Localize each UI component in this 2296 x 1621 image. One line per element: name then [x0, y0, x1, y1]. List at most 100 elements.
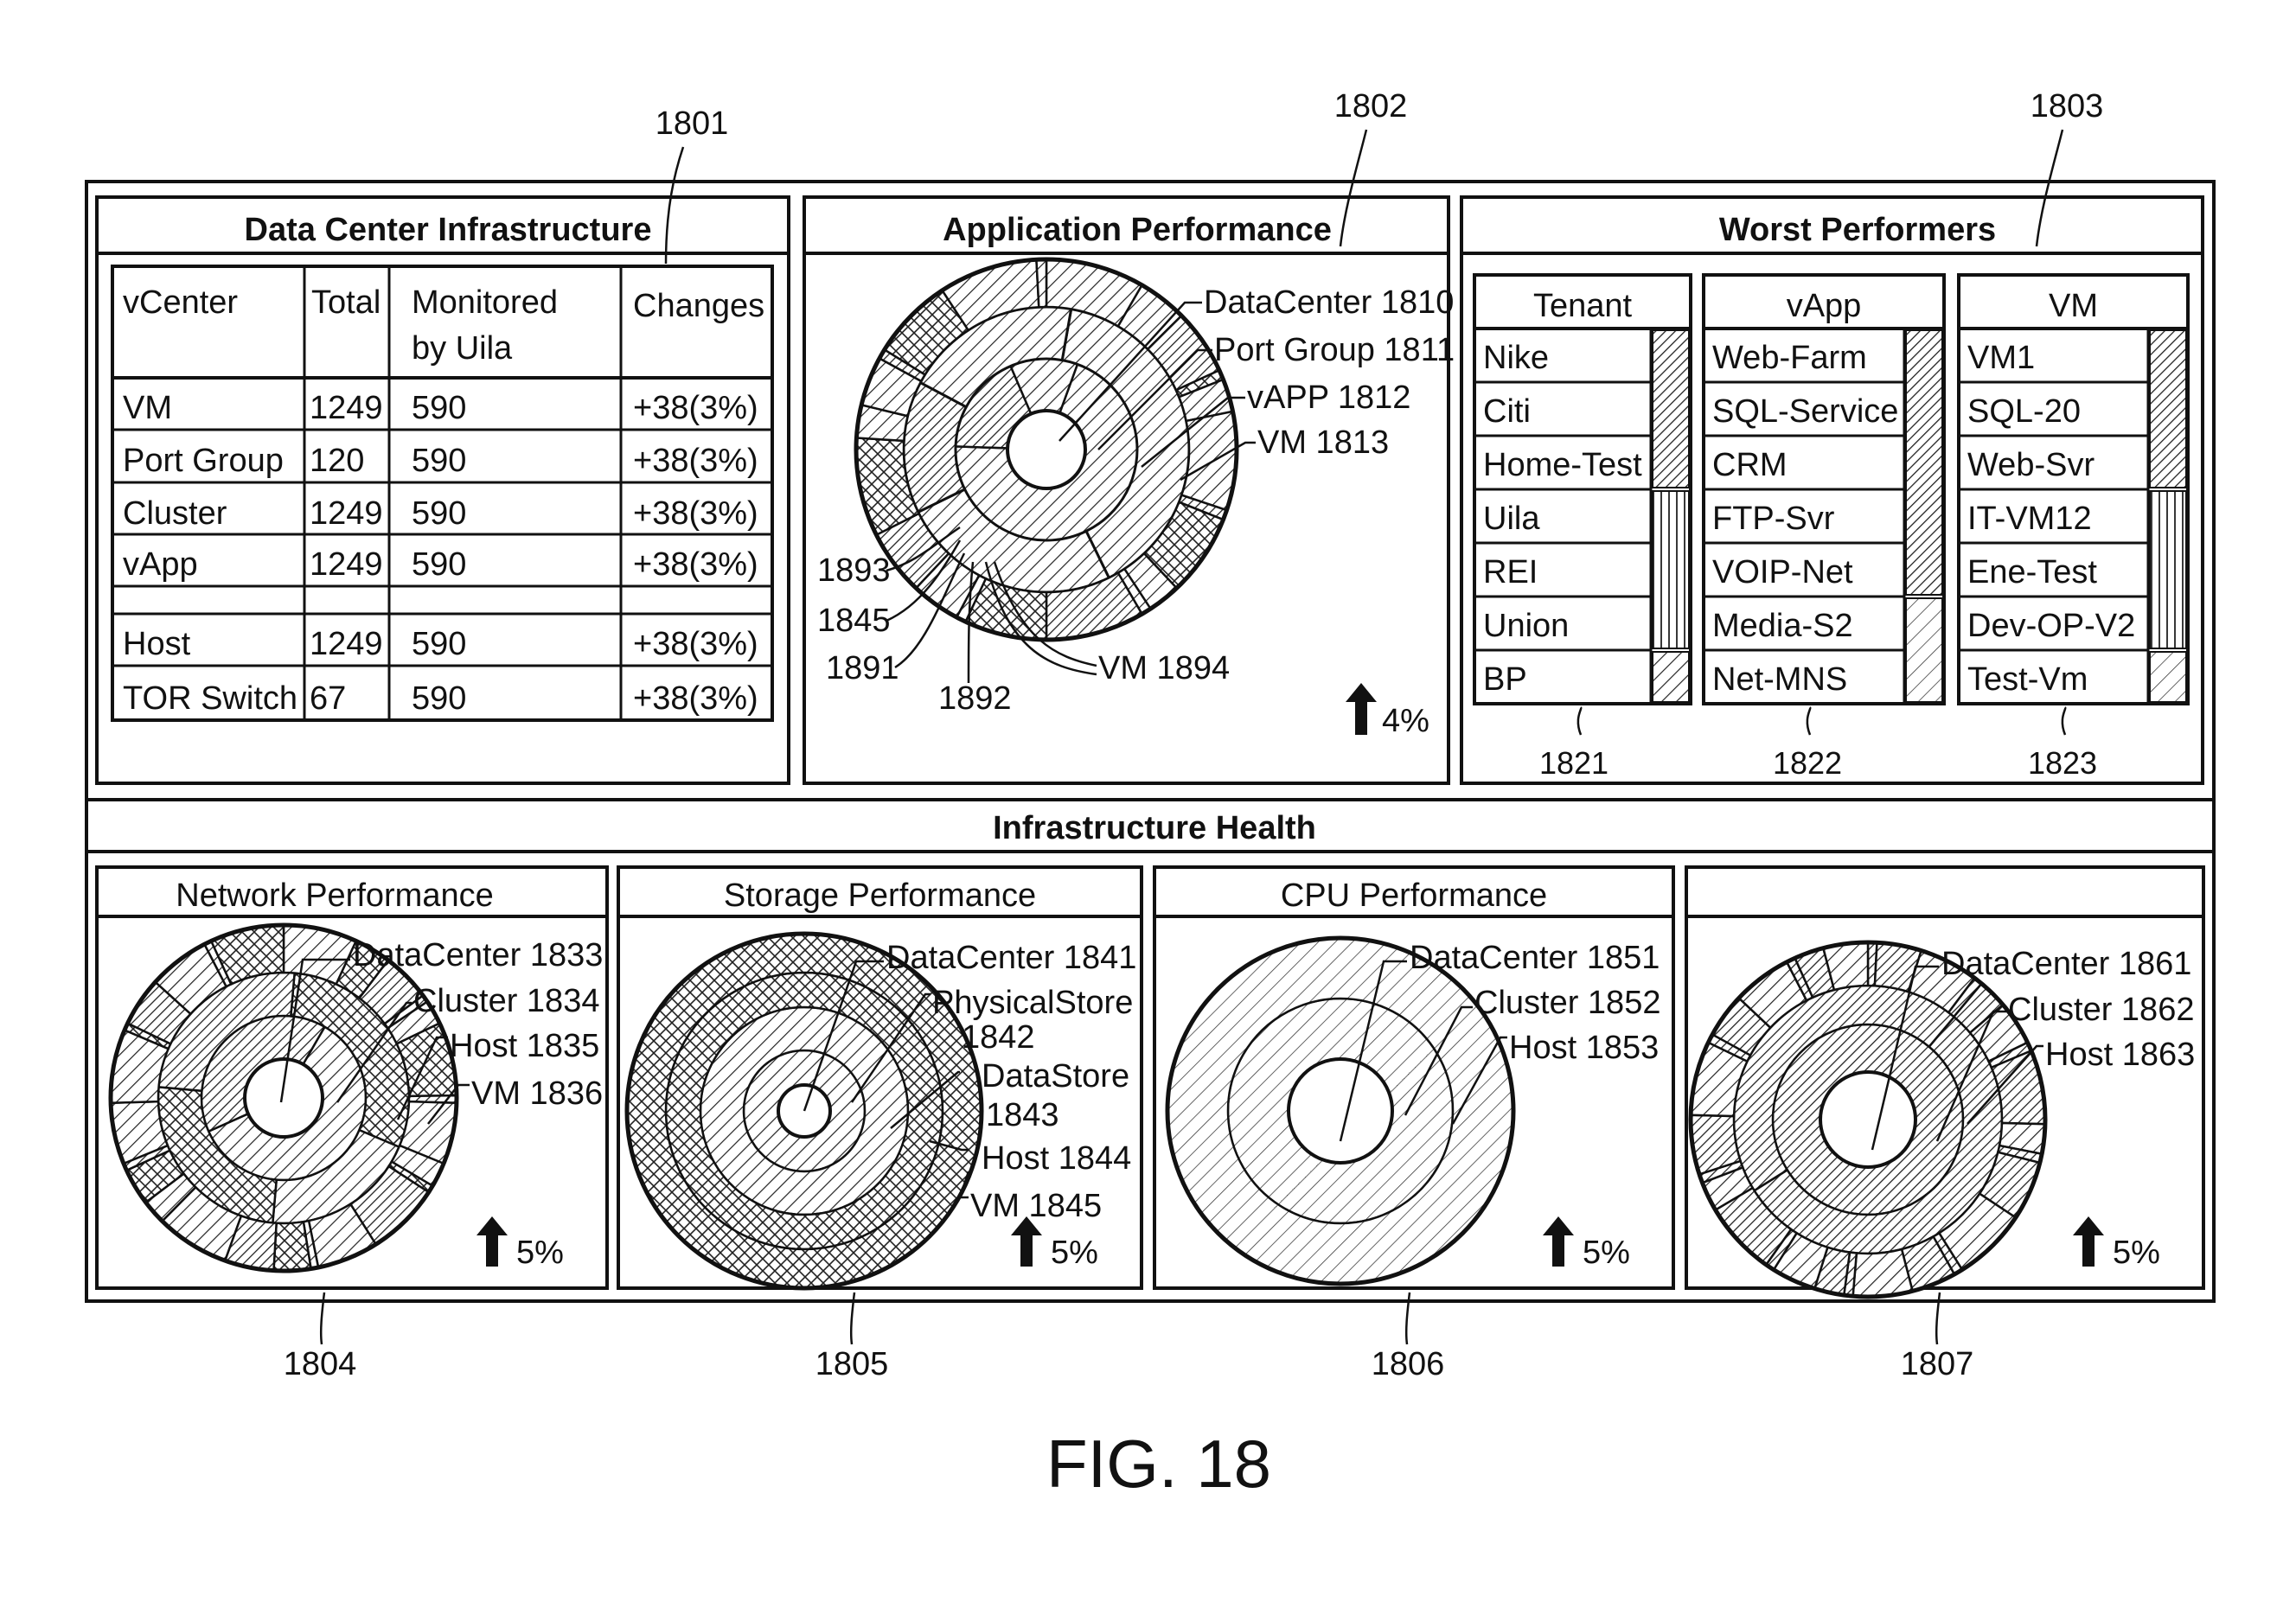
worst-column-tenant: TenantNikeCitiHome-TestUilaREIUnionBP [1474, 275, 1691, 704]
score-bar [1653, 652, 1689, 702]
dci-cell-monitored: 590 [412, 626, 466, 662]
health-section: Infrastructure Health Network Performanc… [86, 800, 2214, 1297]
ref-1805: 1805 [815, 1346, 889, 1382]
health-chart-label: DataCenter 1861 [1941, 946, 2191, 982]
worst-list-item: Ene-Test [1967, 554, 2097, 590]
label-1892: 1892 [938, 680, 1012, 717]
worst-panel: Worst Performers TenantNikeCitiHome-Test… [1461, 197, 2203, 783]
worst-list-item: Net-MNS [1712, 661, 1847, 698]
dci-header-total: Total [311, 284, 381, 321]
dci-cell-total: 120 [310, 443, 364, 479]
health-chart-label: PhysicalStore [932, 985, 1133, 1021]
health-trend-value: 5% [516, 1235, 564, 1271]
score-bar [1653, 330, 1689, 488]
dci-cell-changes: +38(3%) [633, 546, 758, 583]
worst-list-item: SQL-20 [1967, 393, 2081, 430]
dci-cell-total: 1249 [310, 626, 383, 662]
dci-cell-monitored: 590 [412, 390, 466, 426]
worst-list-item: VM1 [1967, 340, 2035, 376]
worst-header: Tenant [1533, 288, 1633, 324]
health-sunburst-chart [1691, 942, 2045, 1297]
arrow-up-icon [476, 1216, 508, 1267]
health-chart-label: Host 1844 [982, 1140, 1131, 1177]
dci-cell-vcenter: VM [123, 390, 172, 426]
dci-header-changes: Changes [633, 288, 764, 324]
leader-1803 [2037, 130, 2063, 246]
worst-list-item: Nike [1483, 340, 1549, 376]
worst-column-vm: VMVM1SQL-20Web-SvrIT-VM12Ene-TestDev-OP-… [1959, 275, 2188, 704]
score-bar [2150, 652, 2186, 702]
arrow-up-icon [2073, 1216, 2104, 1267]
score-bar [1906, 330, 1942, 595]
score-bar [1653, 491, 1689, 648]
health-panel-4: DataCenter 1861 Cluster 1862 Host 1863 5% [1686, 867, 2203, 1297]
ref-1803: 1803 [2031, 88, 2104, 124]
health-chart-label: Cluster 1834 [413, 983, 599, 1019]
ref-1806: 1806 [1372, 1346, 1445, 1382]
worst-list-item: Web-Svr [1967, 447, 2095, 483]
health-chart-label: Cluster 1862 [2008, 992, 2194, 1028]
health-trend-value: 5% [1051, 1235, 1098, 1271]
sunburst-center [1820, 1072, 1915, 1167]
sunburst-segment [1036, 259, 1046, 307]
label-vm-1894: VM 1894 [1098, 650, 1230, 686]
health-trend-value: 5% [1583, 1235, 1630, 1271]
sunburst-center [1007, 411, 1085, 488]
health-chart-label: DataCenter 1833 [353, 937, 603, 973]
worst-list-item: REI [1483, 554, 1538, 590]
label-vm-1813: VM 1813 [1257, 424, 1389, 461]
ref-1807: 1807 [1901, 1346, 1974, 1382]
health-sunburst-chart [1167, 938, 1513, 1284]
arrow-up-icon [1346, 683, 1377, 735]
dci-cell-vcenter: vApp [123, 546, 198, 583]
worst-list-item: Media-S2 [1712, 608, 1853, 644]
worst-list-item: Test-Vm [1967, 661, 2088, 698]
label-vapp-1812: vAPP 1812 [1247, 380, 1410, 416]
app-panel: Application Performance DataCenter 1810 … [804, 197, 1455, 783]
worst-list-item: VOIP-Net [1712, 554, 1853, 590]
health-panel-1: Network PerformanceDataCenter 1833Cluste… [97, 867, 607, 1288]
worst-list-item: BP [1483, 661, 1527, 698]
dci-cell-monitored: 590 [412, 546, 466, 583]
health-chart-label: DataStore [982, 1058, 1129, 1094]
label-1845: 1845 [817, 603, 891, 639]
worst-list-item: CRM [1712, 447, 1788, 483]
health-chart-label: Host 1835 [450, 1028, 599, 1064]
health-panel-3: CPU PerformanceDataCenter 1851Cluster 18… [1154, 867, 1673, 1288]
app-title: Application Performance [943, 212, 1332, 248]
dci-cell-total: 67 [310, 680, 346, 717]
health-panel-title: CPU Performance [1281, 878, 1547, 914]
dci-cell-changes: +38(3%) [633, 680, 758, 717]
health-chart-label: 1843 [986, 1097, 1059, 1133]
health-chart-label: VM 1845 [970, 1188, 1102, 1224]
figure-label: FIG. 18 [1046, 1426, 1271, 1502]
health-chart-label: DataCenter 1841 [886, 940, 1136, 976]
dci-cell-changes: +38(3%) [633, 495, 758, 532]
worst-header: VM [2049, 288, 2098, 324]
dci-cell-changes: +38(3%) [633, 443, 758, 479]
arrow-up-icon [1543, 1216, 1574, 1267]
sunburst-segment [1853, 1249, 1913, 1297]
health-chart-label: VM 1836 [471, 1075, 603, 1112]
worst-list-item: Uila [1483, 501, 1540, 537]
worst-list-item: Dev-OP-V2 [1967, 608, 2135, 644]
health-sunburst-chart [111, 925, 457, 1271]
app-trend-value: 4% [1382, 703, 1429, 739]
ref-1802: 1802 [1334, 88, 1408, 124]
health-trend-value: 5% [2113, 1235, 2160, 1271]
app-trend: 4% [1346, 683, 1429, 739]
worst-column-vapp: vAppWeb-FarmSQL-ServiceCRMFTP-SvrVOIP-Ne… [1704, 275, 1944, 704]
health-panels: Network PerformanceDataCenter 1833Cluste… [97, 867, 2203, 1297]
worst-list-item: SQL-Service [1712, 393, 1898, 430]
sunburst-segment [273, 1222, 310, 1271]
ref-1821: 1821 [1539, 745, 1608, 781]
dci-table: vCenterTotalMonitoredby UilaChangesVM124… [112, 266, 772, 720]
score-bar [2150, 491, 2186, 648]
label-port-group-1811: Port Group 1811 [1214, 332, 1455, 368]
health-chart-label: Host 1863 [2045, 1037, 2195, 1073]
health-chart-label: Cluster 1852 [1474, 985, 1660, 1021]
health-panel-2: Storage PerformanceDataCenter 1841Physic… [618, 867, 1142, 1288]
ref-1804: 1804 [284, 1346, 357, 1382]
dci-cell-total: 1249 [310, 390, 383, 426]
